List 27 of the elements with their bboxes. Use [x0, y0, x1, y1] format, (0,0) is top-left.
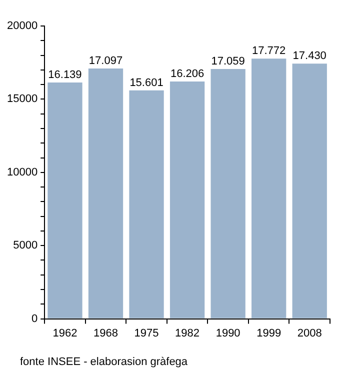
y-tick-label: 10000 [6, 166, 38, 178]
data-label: 17.059 [211, 56, 245, 68]
x-tick-label: 1999 [256, 327, 282, 340]
bar [129, 90, 164, 318]
x-tick-label: 1975 [134, 327, 159, 340]
y-tick-label: 20000 [6, 20, 38, 32]
bar [88, 68, 124, 318]
data-label: 16.139 [48, 69, 82, 82]
y-tick-label: 5000 [13, 240, 38, 252]
bar [210, 69, 246, 318]
x-tick-label: 1982 [175, 327, 200, 340]
x-tick-label: 2008 [297, 327, 322, 340]
x-tick-label: 1968 [94, 327, 118, 340]
bar [170, 82, 205, 318]
data-label: 17.430 [292, 50, 326, 62]
y-tick-label: 0 [31, 312, 38, 325]
source-note: fonte INSEE - elaborasion gràfega [20, 356, 188, 368]
data-label: 16.206 [170, 68, 204, 80]
data-label: 17.097 [88, 55, 123, 68]
bar [292, 64, 327, 318]
data-label: 15.601 [130, 76, 164, 89]
bar [252, 58, 286, 318]
x-tick-label: 1990 [216, 327, 240, 340]
x-tick-label: 1962 [52, 327, 78, 340]
y-tick-label: 15000 [6, 93, 38, 106]
data-label: 17.772 [252, 45, 286, 58]
bar [48, 82, 82, 318]
